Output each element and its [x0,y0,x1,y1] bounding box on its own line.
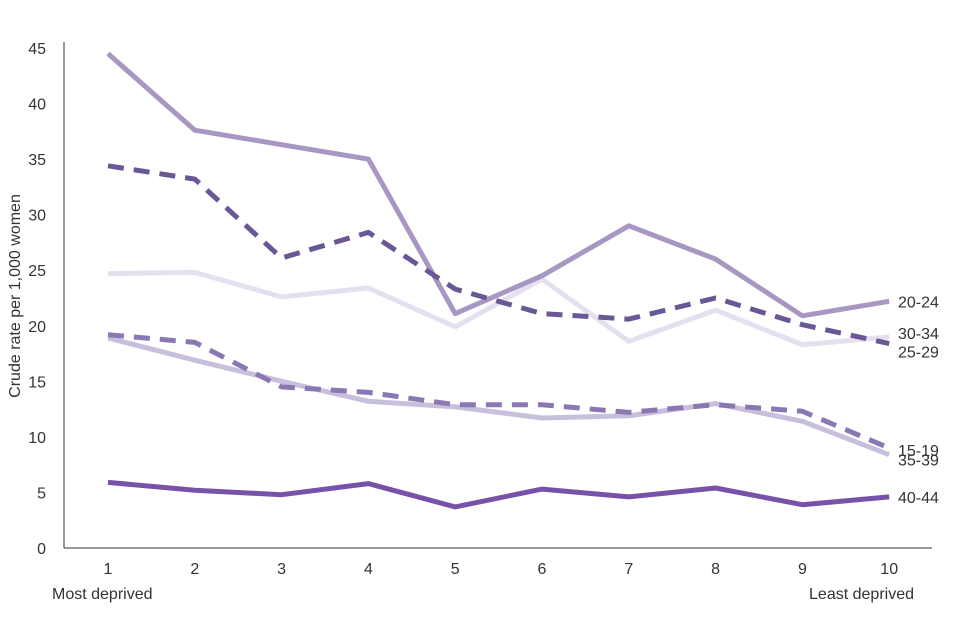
series-line-15-19 [107,332,891,451]
y-tick-label: 5 [37,485,46,502]
x-tick-label: 7 [624,561,633,578]
x-tick-label: 3 [277,561,286,578]
series-label-30-34: 30-34 [898,326,939,343]
x-tick-label: 6 [538,561,547,578]
y-tick-label: 25 [28,263,46,280]
series-label-40-44: 40-44 [898,490,939,507]
y-tick-labels: 0 5 10 15 20 25 30 35 40 45 [28,41,46,558]
y-tick-label: 0 [37,541,46,558]
series-label-15-19: 15-19 [898,443,939,460]
y-tick-label: 15 [28,374,46,391]
x-tick-label: 5 [451,561,460,578]
series-line-25-29 [107,163,890,347]
series-lines [106,51,891,510]
y-axis-title: Crude rate per 1,000 women [7,194,24,398]
axes [63,42,932,549]
x-tick-label: 1 [104,561,113,578]
series-label-25-29: 25-29 [898,345,939,362]
series-line-20-24 [106,51,890,319]
series-label-35-39: 35-39 [898,453,939,470]
x-tick-label: 9 [798,561,807,578]
y-tick-label: 20 [28,319,46,336]
x-tick-label: 10 [880,561,898,578]
y-tick-label: 40 [28,97,46,114]
series-line-35-39 [107,335,891,458]
x-axis-left-label: Most deprived [52,586,153,603]
series-line-40-44 [107,479,890,510]
x-axis-right-label: Least deprived [809,586,914,603]
series-line-30-34 [107,269,890,348]
x-tick-label: 4 [364,561,373,578]
y-tick-label: 10 [28,430,46,447]
x-tick-label: 2 [190,561,199,578]
x-tick-label: 8 [711,561,720,578]
y-tick-label: 35 [28,152,46,169]
series-label-20-24: 20-24 [898,294,939,311]
y-tick-label: 30 [28,208,46,225]
y-tick-label: 45 [28,41,46,58]
x-tick-labels: 1 2 3 4 5 6 7 8 9 10 [104,561,899,578]
